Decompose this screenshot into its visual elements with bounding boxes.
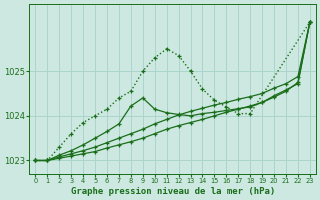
X-axis label: Graphe pression niveau de la mer (hPa): Graphe pression niveau de la mer (hPa) bbox=[70, 187, 275, 196]
